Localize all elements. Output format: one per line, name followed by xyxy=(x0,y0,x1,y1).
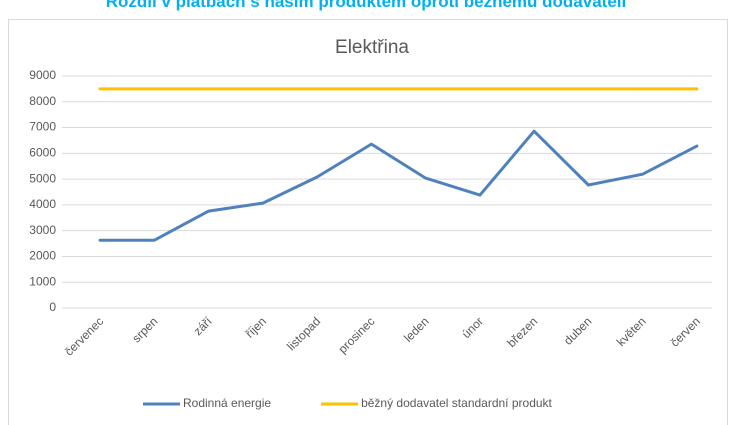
y-tick-label: 4000 xyxy=(29,197,56,211)
line-series xyxy=(98,129,699,242)
y-tick-label: 7000 xyxy=(29,120,56,134)
chart-frame xyxy=(8,19,728,425)
legend-label: běžný dodavatel standardní produkt xyxy=(361,396,552,410)
y-tick-label: 8000 xyxy=(29,94,56,108)
y-tick-label: 3000 xyxy=(29,223,56,237)
legend-label: Rodinná energie xyxy=(183,396,271,410)
y-tick-label: 6000 xyxy=(29,146,56,160)
chart-title: Elektřina xyxy=(335,37,409,58)
y-tick-label: 1000 xyxy=(29,274,56,288)
y-tick-label: 9000 xyxy=(29,68,56,82)
y-tick-label: 0 xyxy=(49,300,56,314)
y-tick-label: 2000 xyxy=(29,249,56,263)
y-tick-label: 5000 xyxy=(29,171,56,185)
page-heading: Rozdíl v platbách s naším produktem opro… xyxy=(106,0,626,11)
